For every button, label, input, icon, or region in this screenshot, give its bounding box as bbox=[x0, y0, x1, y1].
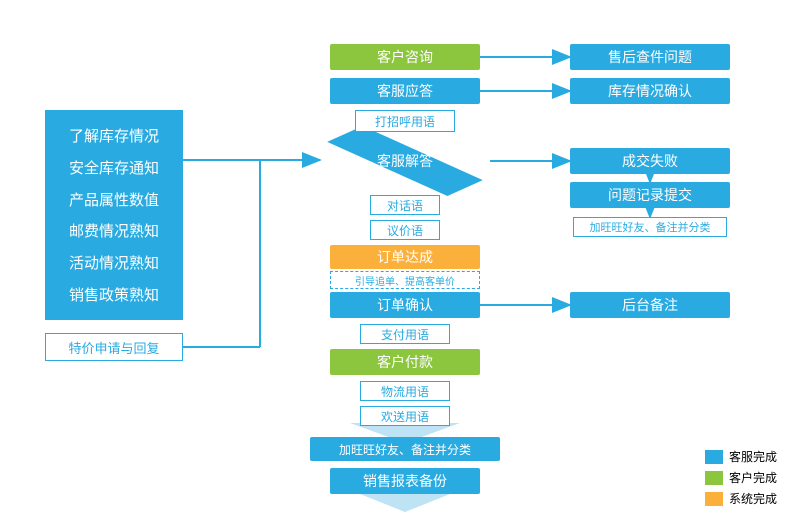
flow-node-r2: 库存情况确认 bbox=[570, 78, 730, 104]
node-label: 成交失败 bbox=[622, 151, 678, 171]
knowledge-sidebar: 了解库存情况安全库存通知产品属性数值邮费情况熟知活动情况熟知销售政策熟知 bbox=[45, 110, 183, 320]
node-label: 销售报表备份 bbox=[363, 471, 447, 491]
legend-label: 客户完成 bbox=[729, 469, 777, 486]
flow-node-r5: 加旺旺好友、备注并分类 bbox=[573, 217, 727, 237]
flow-node-c7b: 引导追单、提高客单价 bbox=[330, 271, 480, 289]
node-label: 支付用语 bbox=[381, 326, 429, 343]
flow-node-c14: 销售报表备份 bbox=[330, 468, 480, 494]
node-label: 打招呼用语 bbox=[375, 113, 435, 130]
sidebar-item: 销售政策熟知 bbox=[69, 284, 159, 305]
flow-node-c1: 客户咨询 bbox=[330, 44, 480, 70]
node-label: 问题记录提交 bbox=[608, 185, 692, 205]
flow-node-c3: 打招呼用语 bbox=[355, 110, 455, 132]
flow-node-c13: 加旺旺好友、备注并分类 bbox=[310, 437, 500, 461]
flow-node-r4: 问题记录提交 bbox=[570, 182, 730, 208]
legend: 客服完成客户完成系统完成 bbox=[705, 444, 777, 511]
node-label: 售后查件问题 bbox=[608, 47, 692, 67]
node-label: 库存情况确认 bbox=[608, 81, 692, 101]
node-label: 物流用语 bbox=[381, 383, 429, 400]
special-price-box: 特价申请与回复 bbox=[45, 333, 183, 361]
flow-node-c12: 欢送用语 bbox=[360, 406, 450, 426]
legend-item: 客户完成 bbox=[705, 469, 777, 486]
flow-node-c8: 订单确认 bbox=[330, 292, 480, 318]
node-label: 客服解答 bbox=[377, 151, 433, 171]
node-label: 客户付款 bbox=[377, 352, 433, 372]
legend-item: 系统完成 bbox=[705, 490, 777, 507]
legend-swatch bbox=[705, 492, 723, 506]
sidebar-item: 产品属性数值 bbox=[69, 189, 159, 210]
node-label: 订单确认 bbox=[377, 295, 433, 315]
flow-node-r1: 售后查件问题 bbox=[570, 44, 730, 70]
flow-node-c9: 支付用语 bbox=[360, 324, 450, 344]
legend-item: 客服完成 bbox=[705, 448, 777, 465]
legend-label: 客服完成 bbox=[729, 448, 777, 465]
node-label: 引导追单、提高客单价 bbox=[355, 273, 455, 288]
sidebar-item: 了解库存情况 bbox=[69, 125, 159, 146]
node-label: 议价语 bbox=[387, 222, 423, 239]
legend-label: 系统完成 bbox=[729, 490, 777, 507]
flow-node-c6: 议价语 bbox=[370, 220, 440, 240]
node-label: 后台备注 bbox=[622, 295, 678, 315]
flow-node-c7: 订单达成 bbox=[330, 245, 480, 269]
flow-node-c11: 物流用语 bbox=[360, 381, 450, 401]
flow-node-c5: 对话语 bbox=[370, 195, 440, 215]
node-label: 加旺旺好友、备注并分类 bbox=[339, 441, 471, 458]
sidebar-item: 安全库存通知 bbox=[69, 157, 159, 178]
flow-node-r6: 后台备注 bbox=[570, 292, 730, 318]
legend-swatch bbox=[705, 450, 723, 464]
node-label: 客户咨询 bbox=[377, 47, 433, 67]
flow-node-c10: 客户付款 bbox=[330, 349, 480, 375]
sidebar-item: 活动情况熟知 bbox=[69, 252, 159, 273]
node-label: 欢送用语 bbox=[381, 408, 429, 425]
node-label: 订单达成 bbox=[377, 247, 433, 267]
node-label: 加旺旺好友、备注并分类 bbox=[590, 219, 711, 235]
flow-node-c4: 客服解答 bbox=[320, 136, 490, 186]
flow-node-c2: 客服应答 bbox=[330, 78, 480, 104]
node-label: 客服应答 bbox=[377, 81, 433, 101]
sidebar-item: 邮费情况熟知 bbox=[69, 220, 159, 241]
node-label: 对话语 bbox=[387, 197, 423, 214]
flow-node-r3: 成交失败 bbox=[570, 148, 730, 174]
legend-swatch bbox=[705, 471, 723, 485]
